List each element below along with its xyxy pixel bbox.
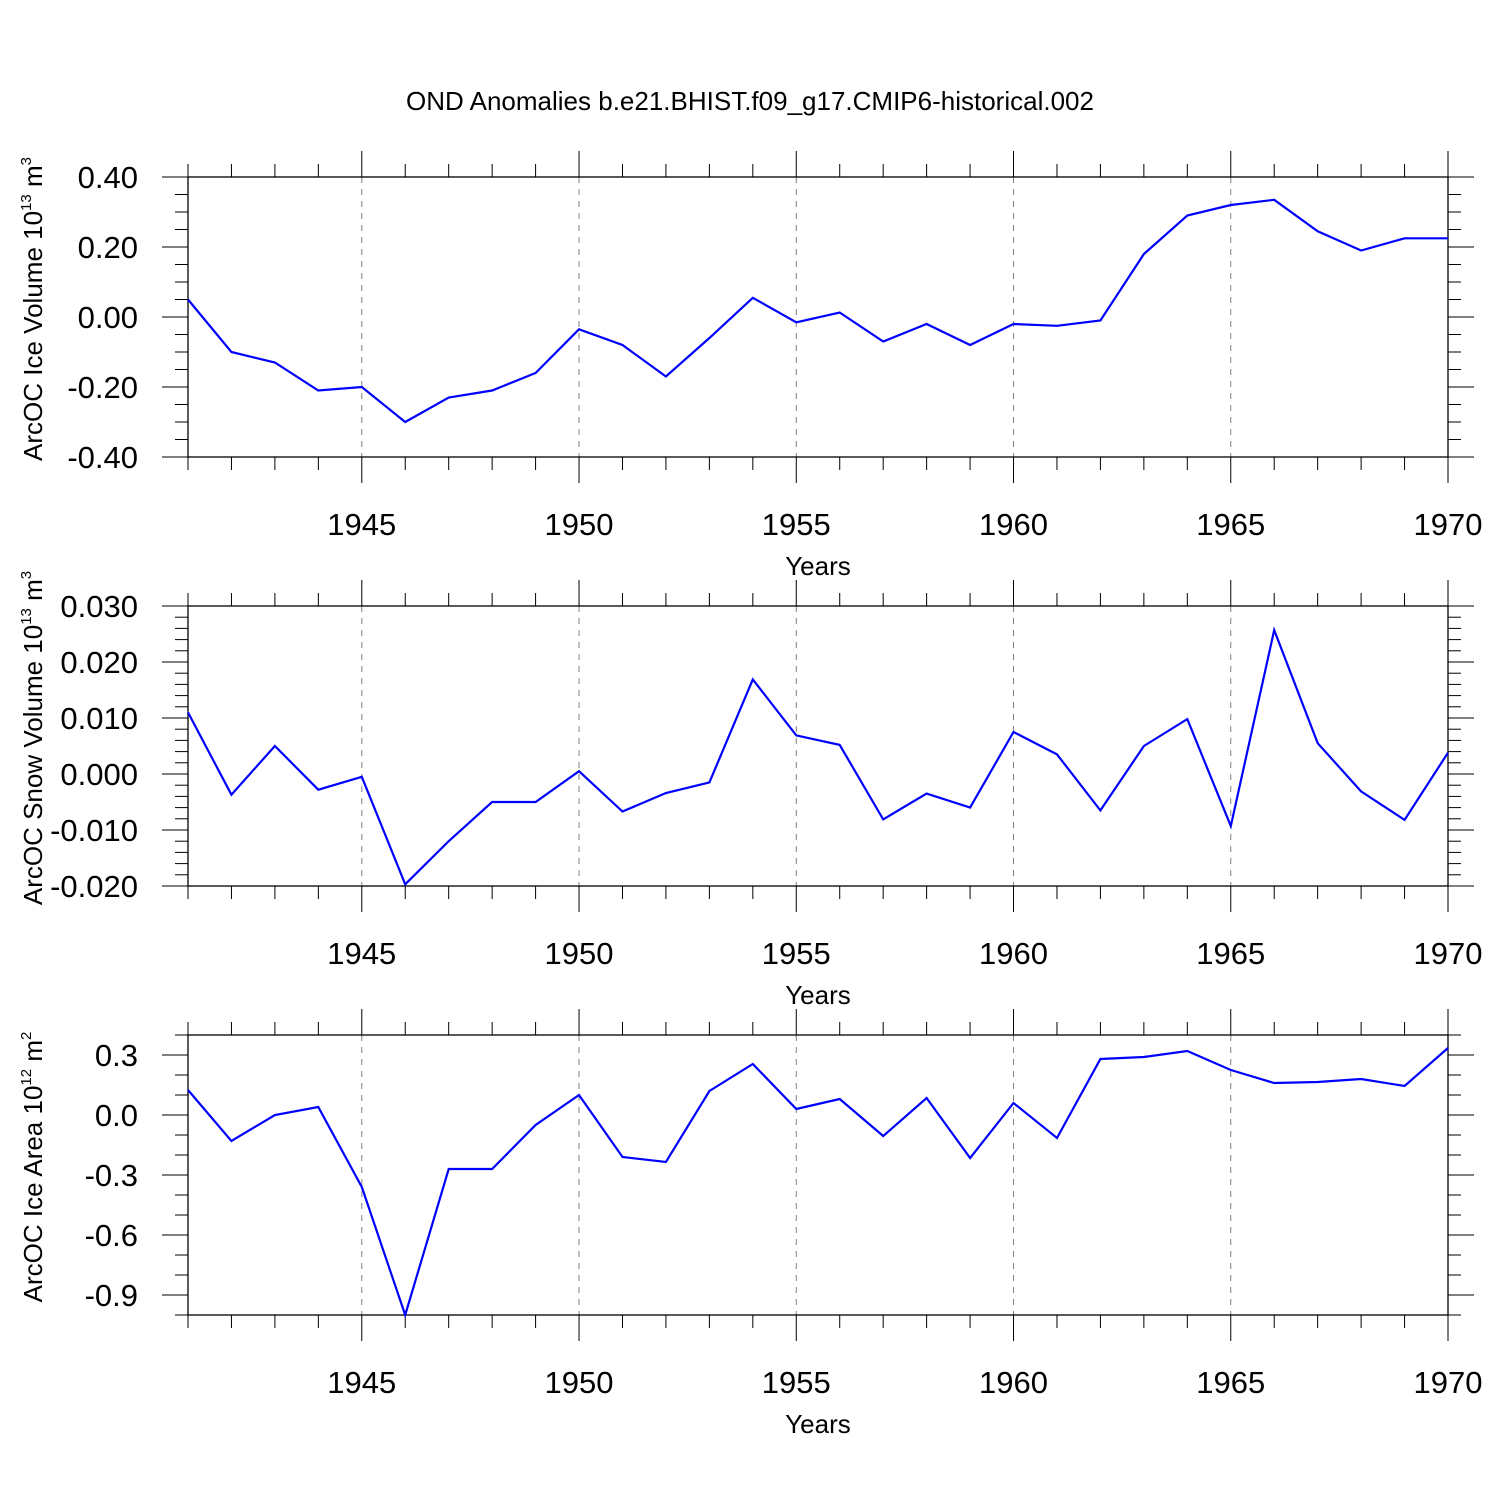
- y-tick-label: -0.6: [85, 1218, 138, 1253]
- x-tick-label: 1955: [762, 936, 831, 971]
- x-tick-label: 1950: [545, 936, 614, 971]
- y-tick-label: 0.010: [60, 701, 138, 736]
- x-tick-label: 1945: [327, 507, 396, 542]
- x-tick-label: 1970: [1414, 1365, 1483, 1400]
- axes-frame: [187, 176, 1449, 458]
- x-tick-label: 1955: [762, 1365, 831, 1400]
- y-tick-label: 0.20: [78, 230, 138, 265]
- y-tick-label: -0.20: [67, 370, 138, 405]
- panels: -0.40 -0.20 0.00 0.20 0.40 1945 1950 1955 1960 19…: [18, 151, 1482, 1439]
- y-tick-label: -0.3: [85, 1158, 138, 1193]
- x-tick-label: 1965: [1196, 936, 1265, 971]
- x-tick-label: 1960: [979, 507, 1048, 542]
- y-tick-label: -0.40: [67, 440, 138, 475]
- y-tick-label: -0.020: [50, 869, 138, 904]
- axes-frame: [187, 605, 1449, 887]
- y-axis-label: ArcOC Ice Volume 1013 m3: [18, 157, 48, 461]
- series-line-2: [187, 626, 1449, 887]
- x-tick-label: 1970: [1414, 507, 1483, 542]
- y-tick-label: 0.000: [60, 757, 138, 792]
- x-axis-label: Years: [785, 980, 851, 1010]
- y-tick-label: 0.40: [78, 160, 138, 195]
- panel-3: -0.9 -0.6 -0.3 0.0 0.3 1945 1950 1955 1960 1965 19…: [18, 1009, 1482, 1439]
- x-tick-label: 1945: [327, 1365, 396, 1400]
- x-tick-label: 1950: [545, 507, 614, 542]
- x-axis-label: Years: [785, 551, 851, 581]
- y-axis-label: ArcOC Snow Volume 1013 m3: [18, 571, 48, 905]
- series-line-3: [187, 1047, 1449, 1319]
- y-tick-label: 0.020: [60, 645, 138, 680]
- y-tick-label: 0.030: [60, 589, 138, 624]
- x-axis-label: Years: [785, 1409, 851, 1439]
- x-tick-label: 1960: [979, 1365, 1048, 1400]
- y-tick-label: 0.00: [78, 300, 138, 335]
- x-tick-label: 1955: [762, 507, 831, 542]
- y-tick-label: -0.9: [85, 1278, 138, 1313]
- x-tick-label: 1965: [1196, 1365, 1265, 1400]
- y-tick-label: 0.0: [95, 1098, 138, 1133]
- x-tick-label: 1945: [327, 936, 396, 971]
- axes-frame: [187, 1034, 1449, 1316]
- y-axis-label: ArcOC Ice Area 1012 m2: [18, 1032, 48, 1303]
- x-tick-label: 1970: [1414, 936, 1483, 971]
- panel-1: -0.40 -0.20 0.00 0.20 0.40 1945 1950 1955 1960 19…: [18, 151, 1482, 581]
- panel-2: -0.020 -0.010 0.000 0.010 0.020 0.030 1945 1950…: [18, 571, 1482, 1010]
- x-tick-label: 1965: [1196, 507, 1265, 542]
- x-tick-label: 1960: [979, 936, 1048, 971]
- x-tick-label: 1950: [545, 1365, 614, 1400]
- y-tick-label: -0.010: [50, 813, 138, 848]
- series-line-1: [187, 198, 1448, 424]
- figure-title: OND Anomalies b.e21.BHIST.f09_g17.CMIP6-…: [406, 86, 1094, 116]
- y-tick-label: 0.3: [95, 1038, 138, 1073]
